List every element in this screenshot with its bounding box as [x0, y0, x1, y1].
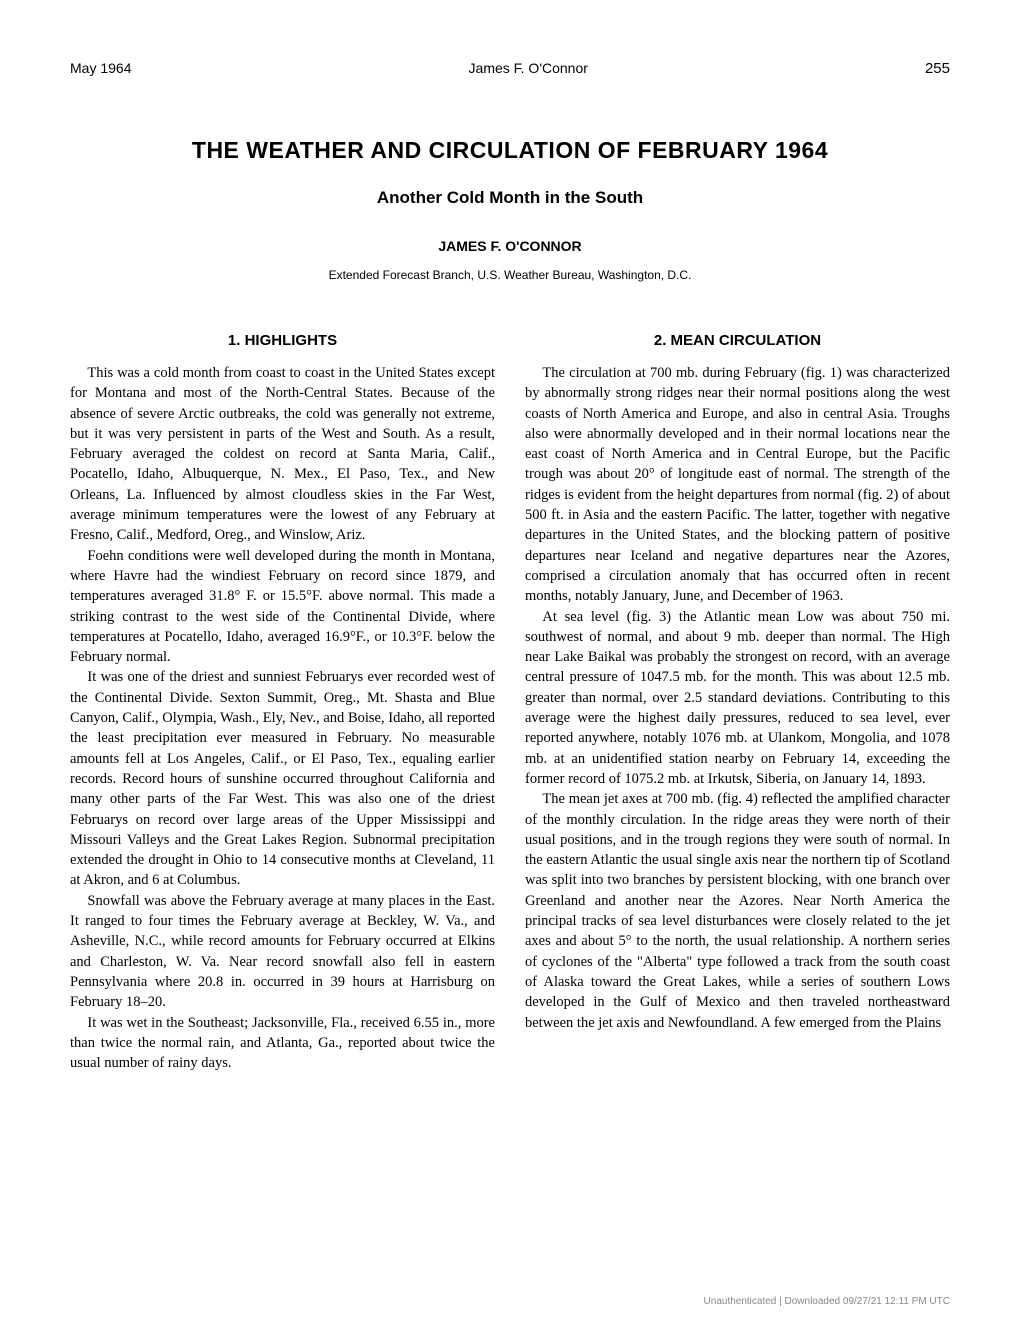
page-header: May 1964 James F. O'Connor 255 [70, 60, 950, 77]
author-name: JAMES F. O'CONNOR [70, 238, 950, 254]
left-column: 1. HIGHLIGHTS This was a cold month from… [70, 332, 495, 1073]
header-date: May 1964 [70, 60, 131, 77]
section-heading-highlights: 1. HIGHLIGHTS [70, 332, 495, 349]
author-affiliation: Extended Forecast Branch, U.S. Weather B… [70, 268, 950, 282]
highlights-body: This was a cold month from coast to coas… [70, 363, 495, 1073]
paragraph: Foehn conditions were well developed dur… [70, 546, 495, 668]
right-column: 2. MEAN CIRCULATION The circulation at 7… [525, 332, 950, 1073]
article-subtitle: Another Cold Month in the South [70, 188, 950, 208]
paragraph: Snowfall was above the February average … [70, 891, 495, 1013]
header-page-number: 255 [925, 60, 950, 77]
paragraph: It was one of the driest and sunniest Fe… [70, 667, 495, 890]
download-footer: Unauthenticated | Downloaded 09/27/21 12… [704, 1296, 950, 1307]
section-heading-circulation: 2. MEAN CIRCULATION [525, 332, 950, 349]
paragraph: It was wet in the Southeast; Jacksonvill… [70, 1013, 495, 1074]
header-author: James F. O'Connor [469, 60, 588, 77]
circulation-body: The circulation at 700 mb. during Februa… [525, 363, 950, 1033]
paragraph: The circulation at 700 mb. during Februa… [525, 363, 950, 607]
paragraph: The mean jet axes at 700 mb. (fig. 4) re… [525, 789, 950, 1033]
content-columns: 1. HIGHLIGHTS This was a cold month from… [70, 332, 950, 1073]
paragraph: At sea level (fig. 3) the Atlantic mean … [525, 607, 950, 790]
article-title: THE WEATHER AND CIRCULATION OF FEBRUARY … [70, 137, 950, 164]
paragraph: This was a cold month from coast to coas… [70, 363, 495, 546]
